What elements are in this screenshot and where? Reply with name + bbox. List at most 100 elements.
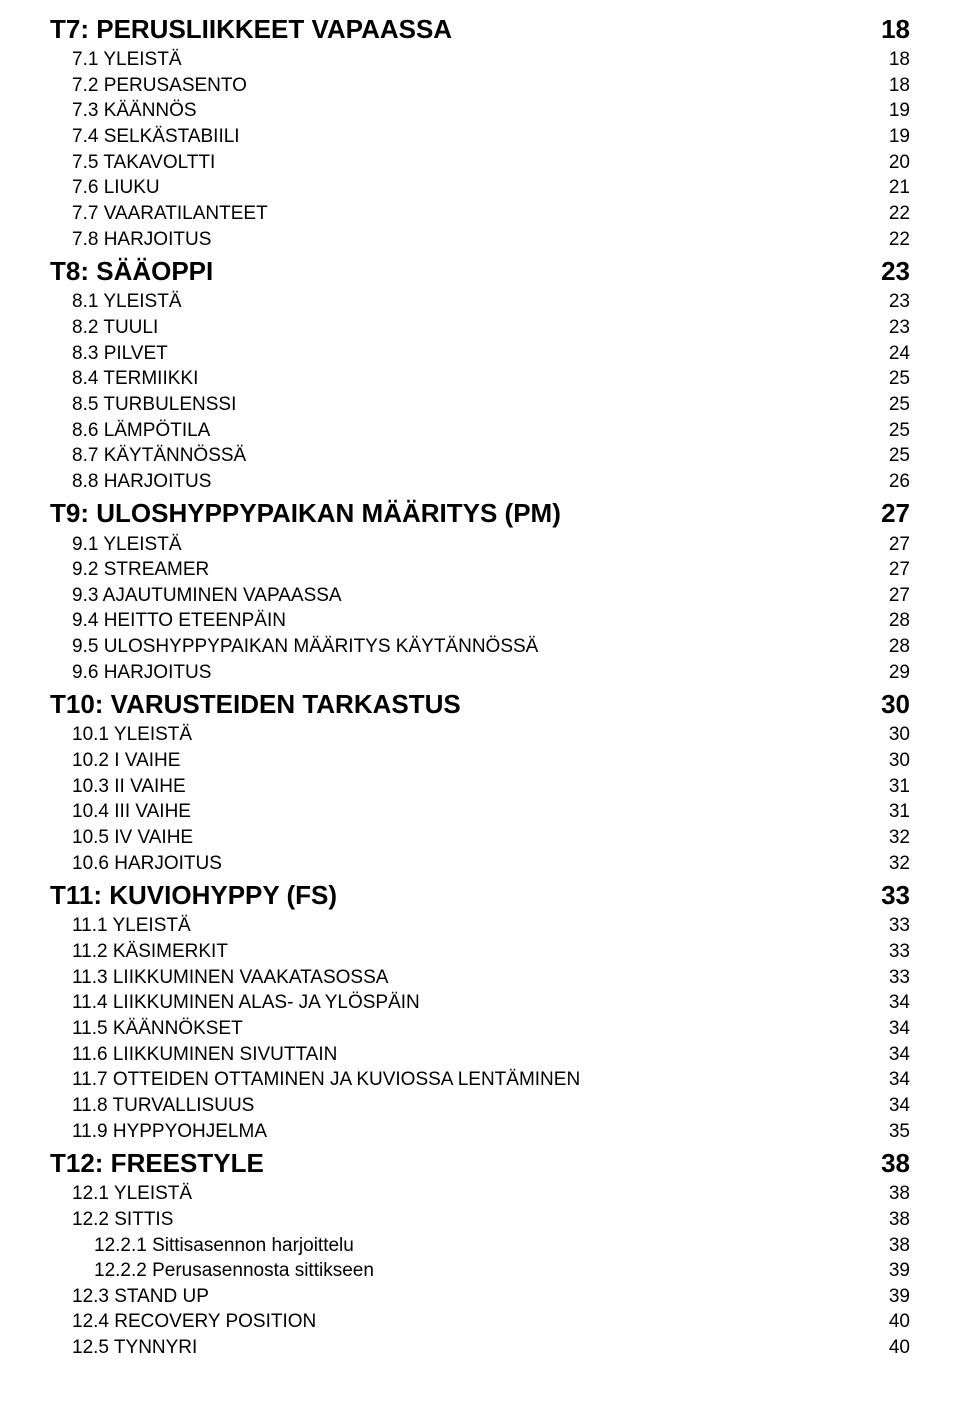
toc-entry-label: 10.3 II VAIHE: [72, 774, 186, 800]
toc-entry[interactable]: 7.7 VAARATILANTEET 22: [50, 201, 910, 227]
toc-entry[interactable]: 11.2 KÄSIMERKIT33: [50, 939, 910, 965]
toc-entry-page: 25: [889, 418, 910, 444]
toc-entry[interactable]: 7.8 HARJOITUS22: [50, 227, 910, 253]
toc-entry-label: T12: FREESTYLE: [50, 1146, 264, 1181]
toc-entry-label: 9.5 ULOSHYPPYPAIKAN MÄÄRITYS KÄYTÄNNÖSSÄ: [72, 634, 538, 660]
toc-entry[interactable]: 7.4 SELKÄSTABIILI19: [50, 124, 910, 150]
toc-entry-label: 8.5 TURBULENSSI: [72, 392, 236, 418]
toc-entry[interactable]: 8.7 KÄYTÄNNÖSSÄ25: [50, 443, 910, 469]
toc-entry[interactable]: 10.3 II VAIHE31: [50, 774, 910, 800]
toc-entry[interactable]: 10.5 IV VAIHE32: [50, 825, 910, 851]
toc-entry[interactable]: 11.4 LIIKKUMINEN ALAS- JA YLÖSPÄIN34: [50, 990, 910, 1016]
toc-entry[interactable]: 12.2 SITTIS 38: [50, 1207, 910, 1233]
toc-entry-label: 11.1 YLEISTÄ: [72, 913, 191, 939]
toc-entry[interactable]: 7.6 LIUKU21: [50, 175, 910, 201]
toc-entry[interactable]: 8.3 PILVET24: [50, 341, 910, 367]
toc-entry-page: 25: [889, 392, 910, 418]
toc-entry-page: 34: [889, 1042, 910, 1068]
toc-entry[interactable]: 10.1 YLEISTÄ30: [50, 722, 910, 748]
toc-entry-page: 20: [889, 150, 910, 176]
toc-entry[interactable]: 9.2 STREAMER27: [50, 557, 910, 583]
toc-entry-label: 12.2.1 Sittisasennon harjoittelu: [94, 1233, 354, 1259]
toc-entry-label: 7.7 VAARATILANTEET: [72, 201, 268, 227]
toc-entry[interactable]: 11.3 LIIKKUMINEN VAAKATASOSSA33: [50, 965, 910, 991]
toc-entry[interactable]: 7.1 YLEISTÄ18: [50, 47, 910, 73]
toc-entry-label: 12.4 RECOVERY POSITION: [72, 1309, 316, 1335]
toc-entry[interactable]: 10.4 III VAIHE31: [50, 799, 910, 825]
toc-entry[interactable]: T10: VARUSTEIDEN TARKASTUS30: [50, 687, 910, 722]
toc-entry[interactable]: 8.8 HARJOITUS26: [50, 469, 910, 495]
toc-entry[interactable]: 8.6 LÄMPÖTILA 25: [50, 418, 910, 444]
toc-entry[interactable]: 11.7 OTTEIDEN OTTAMINEN JA KUVIOSSA LENT…: [50, 1067, 910, 1093]
toc-entry[interactable]: T11: KUVIOHYPPY (FS)33: [50, 878, 910, 913]
toc-entry[interactable]: T9: ULOSHYPPYPAIKAN MÄÄRITYS (PM)27: [50, 496, 910, 531]
toc-entry[interactable]: 9.1 YLEISTÄ27: [50, 532, 910, 558]
toc-entry-page: 27: [889, 583, 910, 609]
toc-entry[interactable]: T12: FREESTYLE 38: [50, 1146, 910, 1181]
toc-entry-label: 7.3 KÄÄNNÖS: [72, 98, 197, 124]
toc-entry[interactable]: 12.4 RECOVERY POSITION40: [50, 1309, 910, 1335]
toc-entry[interactable]: 12.2.1 Sittisasennon harjoittelu38: [50, 1233, 910, 1259]
toc-entry[interactable]: 9.3 AJAUTUMINEN VAPAASSA 27: [50, 583, 910, 609]
toc-entry[interactable]: 12.2.2 Perusasennosta sittikseen39: [50, 1258, 910, 1284]
toc-entry-label: 12.2 SITTIS: [72, 1207, 173, 1233]
toc-entry-page: 32: [889, 825, 910, 851]
toc-entry[interactable]: 11.9 HYPPYOHJELMA35: [50, 1119, 910, 1145]
toc-entry-label: 10.4 III VAIHE: [72, 799, 191, 825]
toc-entry-label: T9: ULOSHYPPYPAIKAN MÄÄRITYS (PM): [50, 496, 561, 531]
toc-entry-page: 22: [889, 201, 910, 227]
toc-entry[interactable]: 8.4 TERMIIKKI 25: [50, 366, 910, 392]
toc-entry[interactable]: 12.5 TYNNYRI40: [50, 1335, 910, 1361]
toc-entry-page: 23: [889, 315, 910, 341]
toc-entry[interactable]: 11.5 KÄÄNNÖKSET34: [50, 1016, 910, 1042]
toc-entry[interactable]: 12.3 STAND UP39: [50, 1284, 910, 1310]
toc-entry-page: 29: [889, 660, 910, 686]
toc-entry-label: 11.3 LIIKKUMINEN VAAKATASOSSA: [72, 965, 388, 991]
toc-entry[interactable]: 12.1 YLEISTÄ38: [50, 1181, 910, 1207]
toc-entry[interactable]: 9.5 ULOSHYPPYPAIKAN MÄÄRITYS KÄYTÄNNÖSSÄ…: [50, 634, 910, 660]
toc-entry-label: 9.3 AJAUTUMINEN VAPAASSA: [72, 583, 342, 609]
toc-entry-label: T7: PERUSLIIKKEET VAPAASSA: [50, 12, 452, 47]
toc-entry-label: 8.6 LÄMPÖTILA: [72, 418, 210, 444]
toc-entry-page: 22: [889, 227, 910, 253]
toc-entry-label: 11.6 LIIKKUMINEN SIVUTTAIN: [72, 1042, 337, 1068]
toc-entry-page: 33: [889, 939, 910, 965]
toc-entry-label: 12.5 TYNNYRI: [72, 1335, 197, 1361]
toc-entry-page: 18: [889, 47, 910, 73]
toc-entry[interactable]: 8.1 YLEISTÄ23: [50, 289, 910, 315]
toc-entry-label: 8.4 TERMIIKKI: [72, 366, 198, 392]
toc-entry-page: 30: [889, 748, 910, 774]
toc-entry[interactable]: 7.5 TAKAVOLTTI20: [50, 150, 910, 176]
toc-entry-page: 28: [889, 634, 910, 660]
toc-entry-page: 25: [889, 366, 910, 392]
toc-entry[interactable]: 11.8 TURVALLISUUS34: [50, 1093, 910, 1119]
toc-entry[interactable]: 8.5 TURBULENSSI 25: [50, 392, 910, 418]
toc-entry-label: 10.1 YLEISTÄ: [72, 722, 192, 748]
toc-entry-label: 7.6 LIUKU: [72, 175, 160, 201]
toc-entry-label: T8: SÄÄOPPI: [50, 254, 213, 289]
toc-entry-page: 38: [881, 1146, 910, 1181]
toc-entry[interactable]: T7: PERUSLIIKKEET VAPAASSA18: [50, 12, 910, 47]
toc-entry[interactable]: 10.6 HARJOITUS32: [50, 851, 910, 877]
toc-entry[interactable]: T8: SÄÄOPPI23: [50, 254, 910, 289]
toc-entry[interactable]: 10.2 I VAIHE30: [50, 748, 910, 774]
toc-entry-page: 35: [889, 1119, 910, 1145]
toc-entry-label: 11.7 OTTEIDEN OTTAMINEN JA KUVIOSSA LENT…: [72, 1067, 580, 1093]
toc-entry[interactable]: 7.3 KÄÄNNÖS19: [50, 98, 910, 124]
toc-entry[interactable]: 9.4 HEITTO ETEENPÄIN28: [50, 608, 910, 634]
toc-entry-page: 33: [889, 913, 910, 939]
toc-entry-label: 8.8 HARJOITUS: [72, 469, 211, 495]
toc-entry-page: 34: [889, 1067, 910, 1093]
toc-entry[interactable]: 11.6 LIIKKUMINEN SIVUTTAIN 34: [50, 1042, 910, 1068]
toc-entry-label: 11.5 KÄÄNNÖKSET: [72, 1016, 243, 1042]
toc-entry-page: 38: [889, 1207, 910, 1233]
toc-entry-label: 9.4 HEITTO ETEENPÄIN: [72, 608, 286, 634]
toc-entry[interactable]: 7.2 PERUSASENTO18: [50, 73, 910, 99]
toc-entry[interactable]: 11.1 YLEISTÄ 33: [50, 913, 910, 939]
toc-entry-page: 23: [889, 289, 910, 315]
toc-entry[interactable]: 8.2 TUULI23: [50, 315, 910, 341]
toc-entry-label: 12.2.2 Perusasennosta sittikseen: [94, 1258, 374, 1284]
toc-entry-label: 8.7 KÄYTÄNNÖSSÄ: [72, 443, 246, 469]
toc-entry-label: 9.1 YLEISTÄ: [72, 532, 182, 558]
toc-entry[interactable]: 9.6 HARJOITUS29: [50, 660, 910, 686]
